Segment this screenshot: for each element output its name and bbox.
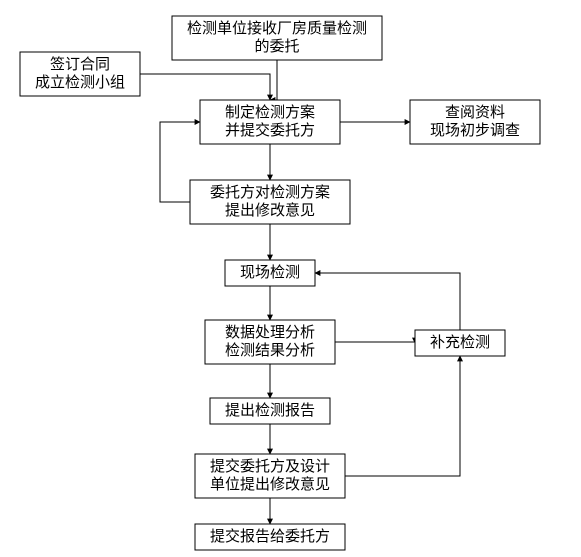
node-label-n11: 提交报告给委托方 bbox=[210, 527, 330, 545]
edge-n2-n3 bbox=[140, 74, 270, 100]
node-label-line: 提出修改意见 bbox=[225, 201, 315, 219]
edge-n8-n6 bbox=[315, 273, 460, 330]
node-label-line: 签订合同 bbox=[50, 56, 110, 73]
node-label-line: 数据处理分析 bbox=[225, 324, 315, 341]
node-label-line: 提出检测报告 bbox=[225, 402, 315, 419]
node-label-n9: 提出检测报告 bbox=[225, 402, 315, 419]
node-label-line: 委托方对检测方案 bbox=[210, 183, 330, 201]
node-label-n6: 现场检测 bbox=[240, 264, 300, 281]
node-n11: 提交报告给委托方 bbox=[195, 524, 345, 550]
node-label-line: 单位提出修改意见 bbox=[210, 475, 330, 493]
node-label-line: 现场初步调查 bbox=[430, 122, 520, 139]
node-n8: 补充检测 bbox=[415, 330, 505, 356]
edge-n10-n8 bbox=[345, 356, 460, 476]
nodes-layer: 检测单位接收厂房质量检测的委托签订合同成立检测小组制定检测方案并提交委托方查阅资… bbox=[20, 16, 540, 550]
node-label-line: 现场检测 bbox=[240, 264, 300, 281]
node-n1: 检测单位接收厂房质量检测的委托 bbox=[172, 16, 382, 60]
node-label-line: 查阅资料 bbox=[445, 104, 505, 121]
node-n6: 现场检测 bbox=[225, 260, 315, 286]
node-n10: 提交委托方及设计单位提出修改意见 bbox=[195, 454, 345, 498]
node-label-line: 的委托 bbox=[254, 38, 299, 55]
node-n5: 委托方对检测方案提出修改意见 bbox=[190, 180, 350, 224]
node-label-line: 补充检测 bbox=[430, 334, 490, 351]
node-n4: 查阅资料现场初步调查 bbox=[410, 100, 540, 144]
node-label-n8: 补充检测 bbox=[430, 334, 490, 351]
flowchart-canvas: 检测单位接收厂房质量检测的委托签订合同成立检测小组制定检测方案并提交委托方查阅资… bbox=[0, 0, 581, 557]
node-n3: 制定检测方案并提交委托方 bbox=[200, 100, 340, 144]
node-label-line: 成立检测小组 bbox=[35, 74, 125, 91]
node-label-line: 并提交委托方 bbox=[225, 121, 315, 139]
node-label-line: 提交报告给委托方 bbox=[210, 527, 330, 545]
node-label-line: 制定检测方案 bbox=[225, 103, 315, 121]
edge-n7-n8 bbox=[335, 342, 415, 343]
node-label-line: 检测结果分析 bbox=[225, 342, 315, 359]
node-n7: 数据处理分析检测结果分析 bbox=[205, 320, 335, 364]
node-label-line: 提交委托方及设计 bbox=[210, 457, 330, 475]
edge-n1-n3 bbox=[270, 60, 277, 100]
node-n2: 签订合同成立检测小组 bbox=[20, 52, 140, 96]
node-n9: 提出检测报告 bbox=[210, 398, 330, 424]
node-label-line: 检测单位接收厂房质量检测 bbox=[187, 20, 367, 37]
